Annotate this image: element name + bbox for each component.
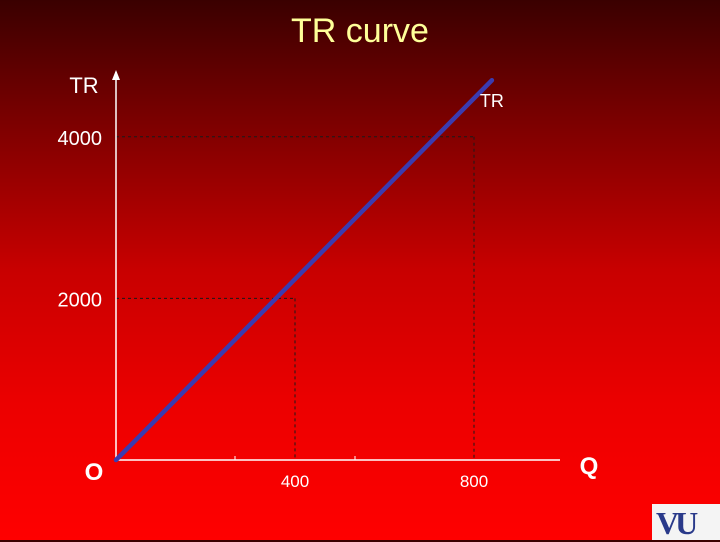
series-line-0: [113, 77, 495, 463]
origin-label: O: [85, 459, 104, 486]
y-tick-label-1: 4000: [58, 128, 103, 150]
slide-title: TR curve: [291, 12, 429, 50]
y-tick-label-0: 2000: [58, 289, 103, 311]
y-axis-arrow-icon: [112, 70, 120, 80]
vu-logo-text: VU: [656, 505, 698, 541]
series-label-0: TR: [480, 91, 504, 111]
x-tick-label-0: 400: [281, 472, 309, 491]
x-axis-label: Q: [580, 453, 599, 480]
x-tick-label-1: 800: [460, 472, 488, 491]
vu-logo: VU: [652, 504, 720, 541]
y-axis-label: TR: [69, 73, 98, 98]
